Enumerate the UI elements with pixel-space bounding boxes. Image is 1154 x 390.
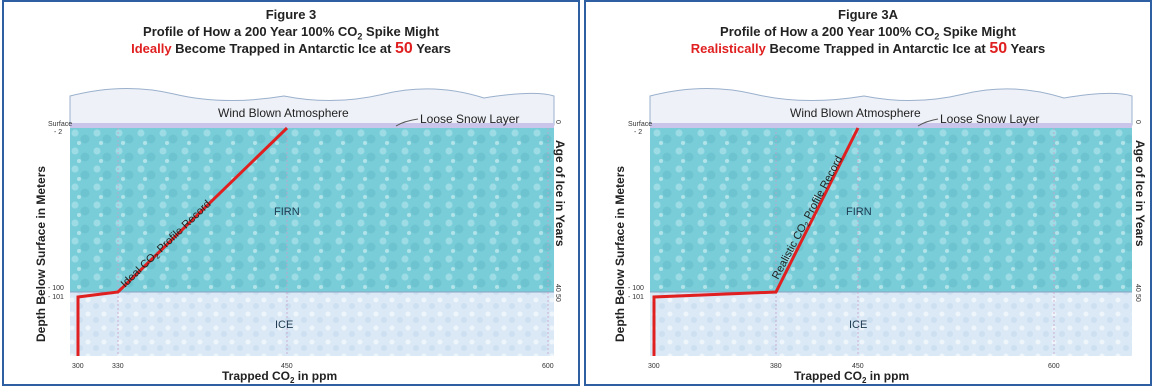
x-tick-330: 330 [112, 363, 124, 370]
age-axis-label: Age of Ice in Years [553, 140, 567, 247]
panel-figure-3: Figure 3 Profile of How a 200 Year 100% … [2, 0, 580, 386]
x-axis-label: Trapped CO2 in ppm [794, 369, 909, 385]
snow-layer-label: Loose Snow Layer [940, 112, 1039, 126]
snow-layer-callout [395, 118, 419, 127]
firn-label: FIRN [274, 206, 300, 218]
figure-title-line-3: Ideally Become Trapped in Antarctic Ice … [131, 40, 451, 57]
ice-label: ICE [275, 319, 293, 331]
snow-layer [70, 123, 554, 128]
tick-depth-2: - 2 [634, 129, 642, 136]
tick-depth-100: - 100 [628, 285, 644, 292]
figure-label: Figure 3 [265, 7, 317, 22]
profile-diagram: Wind Blown Atmosphere Loose Snow Layer F… [34, 87, 567, 385]
age-axis-label: Age of Ice in Years [1133, 140, 1147, 247]
x-tick-300: 300 [72, 363, 84, 370]
snow-layer-label: Loose Snow Layer [420, 112, 519, 126]
x-tick-600: 600 [1048, 363, 1060, 370]
depth-axis-label: Depth Below Surface in Meters [34, 166, 48, 342]
firn-label: FIRN [846, 206, 872, 218]
firn-layer [70, 128, 554, 292]
ice-layer [70, 292, 554, 356]
panel-divider [580, 0, 584, 390]
firn-layer [650, 128, 1132, 292]
atmosphere-label: Wind Blown Atmosphere [218, 106, 349, 120]
figure-label: Figure 3A [838, 7, 898, 22]
profile-diagram: Wind Blown Atmosphere Loose Snow Layer F… [613, 87, 1147, 385]
figure-title-line-2: Profile of How a 200 Year 100% CO2 Spike… [720, 24, 1016, 42]
depth-axis-label: Depth Below Surface in Meters [613, 166, 627, 342]
figure-title-line-3: Realistically Become Trapped in Antarcti… [690, 40, 1046, 57]
atmosphere-band [649, 87, 1133, 126]
tick-age-50: 50 [1134, 294, 1141, 302]
figure-title-line-2: Profile of How a 200 Year 100% CO2 Spike… [143, 24, 439, 42]
tick-age-50: 50 [554, 294, 561, 302]
panel-figure-3a: Figure 3A Profile of How a 200 Year 100%… [584, 0, 1152, 386]
x-tick-450: 450 [281, 363, 293, 370]
tick-depth-2: - 2 [54, 129, 62, 136]
x-axis-label: Trapped CO2 in ppm [222, 369, 337, 385]
tick-depth-101: - 101 [628, 294, 644, 301]
x-tick-300: 300 [648, 363, 660, 370]
atmosphere-band [69, 87, 555, 126]
snow-layer [650, 123, 1132, 128]
snow-layer-callout [917, 118, 939, 127]
ice-layer [650, 292, 1132, 356]
x-tick-380: 380 [770, 363, 782, 370]
tick-age-0: 0 [554, 120, 561, 124]
tick-age-0: 0 [1134, 120, 1141, 124]
tick-depth-100: - 100 [48, 285, 64, 292]
tick-surface: Surface [628, 121, 652, 128]
tick-surface: Surface [48, 121, 72, 128]
x-tick-450: 450 [852, 363, 864, 370]
tick-age-40: 40 [1134, 284, 1141, 292]
atmosphere-label: Wind Blown Atmosphere [790, 106, 921, 120]
tick-age-40: 40 [554, 284, 561, 292]
x-tick-600: 600 [542, 363, 554, 370]
profile-line [652, 127, 860, 356]
tick-depth-101: - 101 [48, 294, 64, 301]
ice-label: ICE [849, 319, 867, 331]
profile-line [76, 126, 289, 356]
